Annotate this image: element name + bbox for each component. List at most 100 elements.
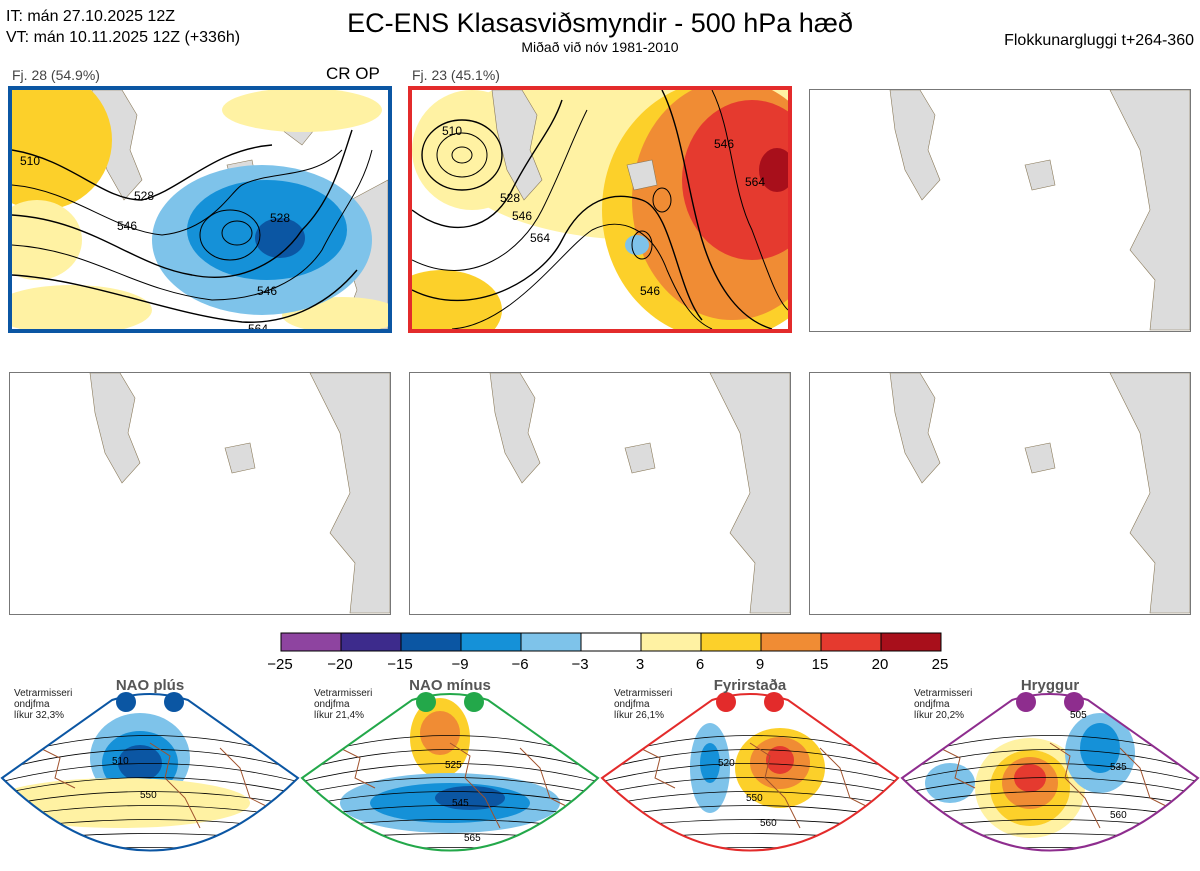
regime-panel: 525 545 565 NAO mínus Vetrarmisseri ondjfma lí… <box>300 677 600 868</box>
cluster-3-map <box>809 89 1191 332</box>
regime-title: Fyrirstaða <box>713 677 787 694</box>
colorbar-tick-label: 6 <box>695 656 705 673</box>
regime-outline <box>300 693 600 852</box>
height-contour <box>602 791 898 807</box>
colorbar-swatch <box>580 632 642 652</box>
land-masses <box>491 90 658 201</box>
regime-probability: Vetrarmisseri ondjfma líkur 21,4% <box>314 688 373 721</box>
contour-label: 546 <box>640 284 660 298</box>
regime-marker <box>764 692 784 712</box>
regime-probability: Vetrarmisseri ondjfma líkur 32,3% <box>14 688 73 721</box>
contour-label: 528 <box>500 191 520 205</box>
regime-marker <box>464 692 484 712</box>
colorbar-tick-label: 9 <box>755 656 765 673</box>
colorbar-tick-label: 15 <box>811 656 829 673</box>
colorbar <box>280 632 942 652</box>
regime-panel: 520 550 560 Fyrirstaða Vetrarmisseri ondjfma l… <box>600 677 900 868</box>
colorbar-tick-label: 3 <box>635 656 645 673</box>
coastline <box>939 742 1171 829</box>
colorbar-swatch <box>640 632 702 652</box>
regime-marker <box>716 692 736 712</box>
height-contour <box>2 749 298 771</box>
height-contour <box>902 749 1198 771</box>
colorbar-swatch <box>400 632 462 652</box>
regime-map: 525 545 565 <box>300 692 600 852</box>
regime-contour-label: 520 <box>718 758 735 769</box>
colorbar-tick-label: 25 <box>931 656 949 673</box>
regime-contour-label: 565 <box>464 833 481 844</box>
regime-contour-label: 525 <box>445 760 462 771</box>
colorbar-tick-label: −3 <box>571 656 589 673</box>
colorbar-ticks: −25 −20 −15 −9 −6 −3 3 6 9 15 20 25 <box>260 656 960 676</box>
anomaly-fill <box>766 746 794 774</box>
height-contour <box>302 763 598 783</box>
regime-title: NAO mínus <box>409 677 491 694</box>
cluster-1-tag: CR OP <box>326 64 380 83</box>
colorbar-tick-label: 20 <box>871 656 889 673</box>
cluster-4-map <box>9 372 391 615</box>
contour-label: 546 <box>714 137 734 151</box>
contour-label: 510 <box>20 154 40 168</box>
colorbar-swatch <box>280 632 342 652</box>
regime-panel: 505 535 560 Hryggur Vetrarmisseri ondjfma líku… <box>900 677 1200 868</box>
height-contour <box>902 847 1198 851</box>
cluster-2-map: 510 528 546 564 546 546 564 564 564 <box>408 86 792 333</box>
regime-contour-label: 510 <box>112 756 129 767</box>
colorbar-swatch <box>880 632 942 652</box>
regime-title: Hryggur <box>1020 677 1080 694</box>
colorbar-tick-label: −20 <box>327 656 353 673</box>
height-contour <box>902 763 1198 783</box>
regime-marker <box>1016 692 1036 712</box>
cluster-2-label: Fj. 23 (45.1%) <box>412 67 500 83</box>
height-contours <box>412 90 788 329</box>
contour-label: 528 <box>270 211 290 225</box>
height-contour <box>902 777 1198 795</box>
page-title: EC-ENS Klasasviðsmyndir - 500 hPa hæð <box>347 8 853 38</box>
anomaly-fill <box>925 763 975 803</box>
cluster-1-label: Fj. 28 (54.9%) <box>12 67 100 83</box>
regime-marker <box>416 692 436 712</box>
coastline <box>639 742 871 829</box>
contour-label: 528 <box>134 189 154 203</box>
cluster-6-map <box>809 372 1191 615</box>
colorbar-swatch <box>700 632 762 652</box>
regime-contour-label: 560 <box>1110 810 1127 821</box>
contour-label: 564 <box>248 322 268 329</box>
regime-marker <box>1064 692 1084 712</box>
cluster-1-map: 510 528 528 546 546 564 <box>8 86 392 333</box>
colorbar-swatch <box>520 632 582 652</box>
height-contour <box>2 847 298 851</box>
valid-time: VT: mán 10.11.2025 12Z (+336h) <box>6 29 241 46</box>
anomaly-fills <box>12 90 388 329</box>
regime-probability: Vetrarmisseri ondjfma líkur 26,1% <box>614 688 673 721</box>
contour-label: 546 <box>117 219 137 233</box>
colorbar-tick-label: −15 <box>387 656 413 673</box>
height-contour <box>602 749 898 771</box>
contour-label: 564 <box>704 327 724 329</box>
header-times: IT: mán 27.10.2025 12Z VT: mán 10.11.202… <box>6 6 240 48</box>
height-contour <box>2 763 298 783</box>
contour-label: 510 <box>442 124 462 138</box>
regime-contour-label: 560 <box>760 818 777 829</box>
regime-probability: Vetrarmisseri ondjfma líkur 20,2% <box>914 688 973 721</box>
regime-contour-label: 545 <box>452 798 469 809</box>
anomaly-fill <box>118 745 162 781</box>
height-contour <box>302 847 598 851</box>
contour-label: 564 <box>652 327 672 329</box>
contour-label: 564 <box>745 175 765 189</box>
colorbar-swatch <box>760 632 822 652</box>
regime-outline <box>0 693 300 852</box>
regime-contour-label: 535 <box>1110 762 1127 773</box>
height-contour <box>302 791 598 807</box>
page-subtitle: Miðað við nóv 1981-2010 <box>521 39 679 55</box>
regime-title: NAO plús <box>115 677 185 694</box>
regime-map: 505 535 560 <box>900 692 1200 852</box>
height-contour <box>2 791 298 807</box>
regime-contour-label: 550 <box>746 793 763 804</box>
regime-contour-label: 505 <box>1070 710 1087 721</box>
height-contour <box>602 763 898 783</box>
height-contour <box>902 791 1198 807</box>
coastline <box>39 742 271 829</box>
colorbar-swatch <box>460 632 522 652</box>
init-time: IT: mán 27.10.2025 12Z <box>6 8 175 25</box>
